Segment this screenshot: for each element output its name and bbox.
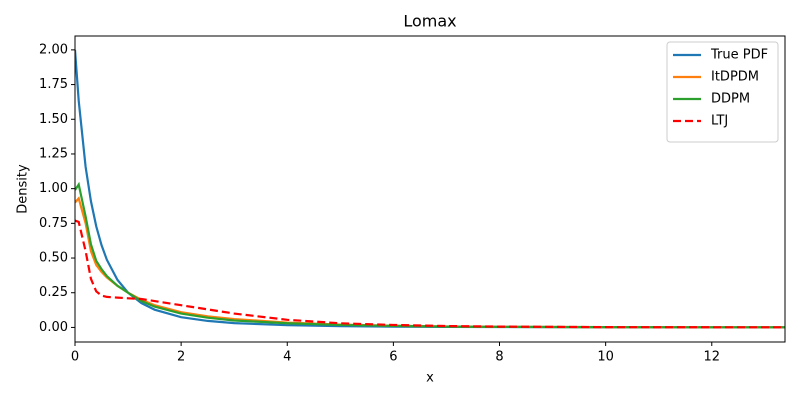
legend-label: ItDPDM [711,70,759,85]
y-tick-label: 2.00 [39,42,68,57]
y-tick-label: 0.50 [39,251,68,266]
legend-box [666,41,779,143]
x-tick-label: 6 [389,350,397,365]
y-tick-label: 1.75 [39,77,68,92]
plot-frame [74,35,786,343]
y-tick-label: 0.75 [39,216,68,231]
x-tick-label: 12 [703,350,720,365]
y-tick-label: 1.00 [39,181,68,196]
y-tick-label: 1.25 [39,146,68,161]
x-tick-label: 2 [177,350,185,365]
y-tick-label: 0.00 [39,320,68,335]
x-tick-label: 4 [283,350,291,365]
legend-label: DDPM [711,92,750,107]
y-tick-label: 0.25 [39,285,68,300]
chart-title: Lomax [403,12,456,31]
series-line [75,219,785,329]
series-line [75,196,785,329]
legend-label: True PDF [710,48,768,63]
x-tick-label: 8 [495,350,503,365]
legend-label: LTJ [711,114,728,129]
x-axis-label: x [426,371,434,386]
x-tick-label: 0 [71,350,79,365]
y-tick-label: 1.50 [39,112,68,127]
series-line [75,181,785,329]
y-axis-label: Density [16,164,31,214]
x-tick-label: 10 [597,350,614,365]
